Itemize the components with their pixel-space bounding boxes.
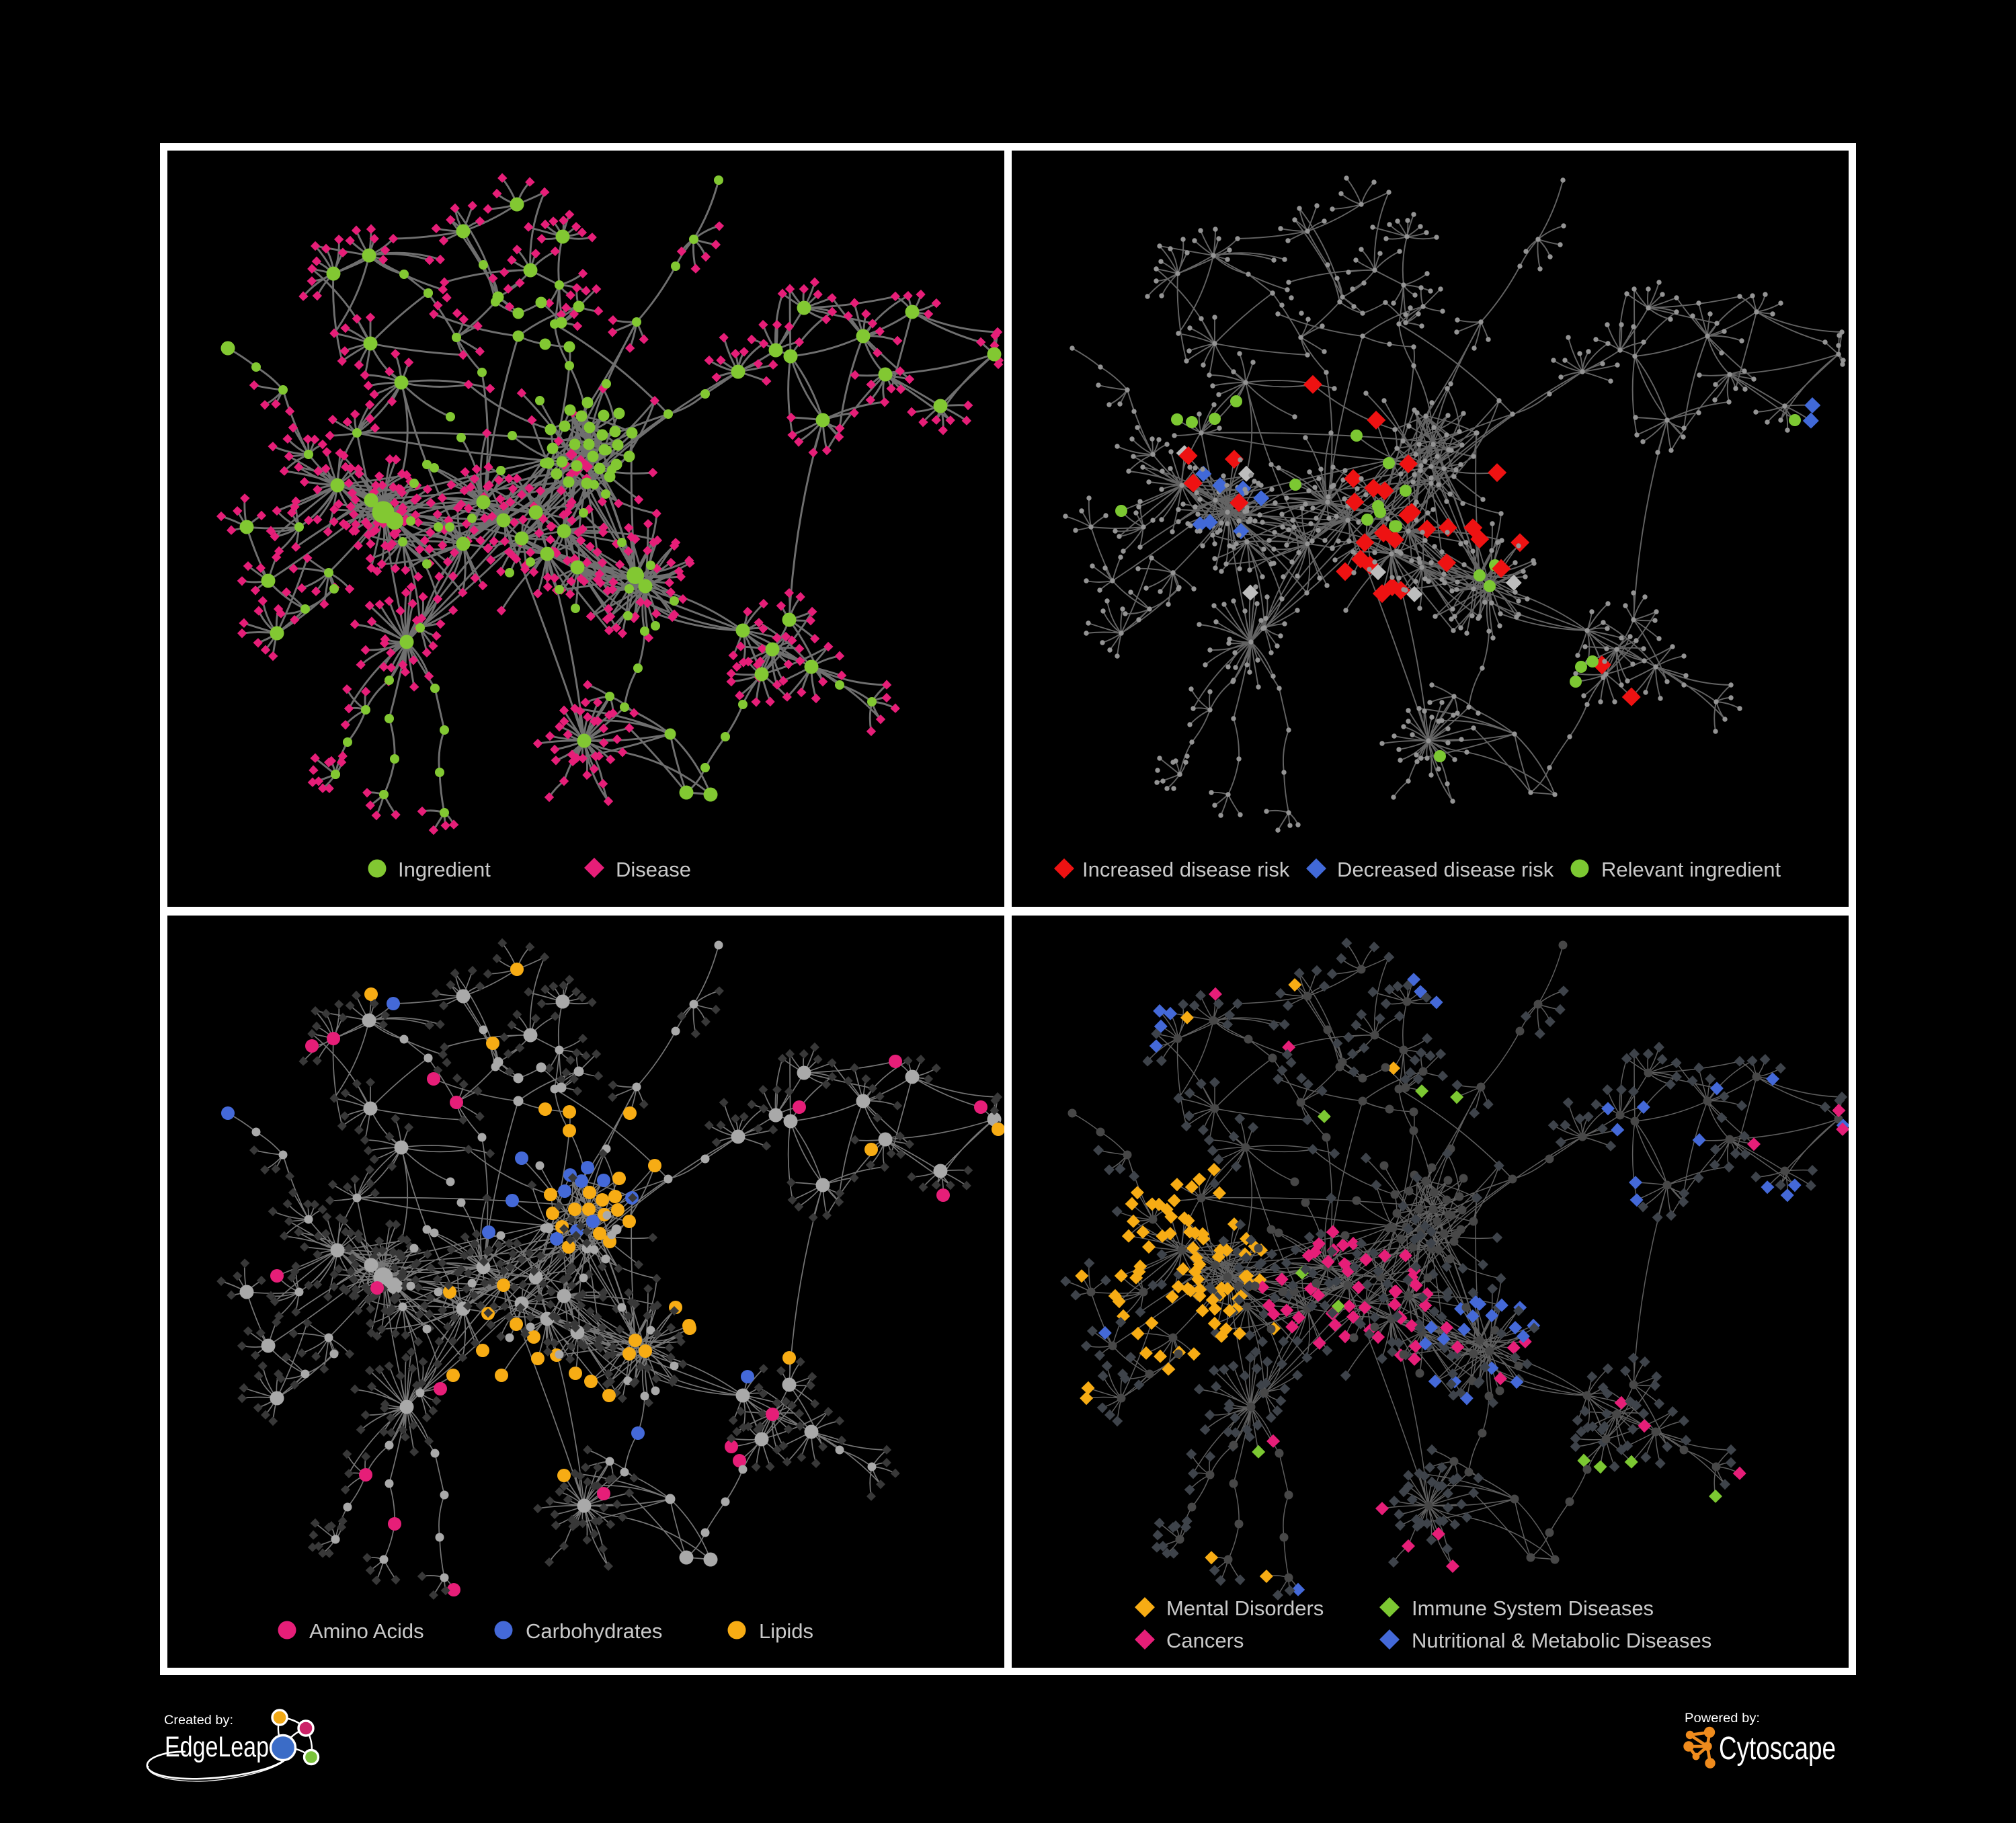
svg-text:Ingredient: Ingredient [398, 858, 491, 881]
svg-text:Increased disease risk: Increased disease risk [1082, 858, 1290, 881]
svg-text:Carbohydrates: Carbohydrates [526, 1619, 662, 1643]
svg-text:Nutritional & Metabolic Diseas: Nutritional & Metabolic Diseases [1412, 1629, 1711, 1652]
svg-text:Relevant ingredient: Relevant ingredient [1601, 858, 1781, 881]
svg-text:Cytoscape: Cytoscape [1719, 1731, 1836, 1767]
svg-text:Powered by:: Powered by: [1685, 1711, 1760, 1726]
svg-text:Amino Acids: Amino Acids [309, 1619, 424, 1643]
svg-text:EdgeLeap: EdgeLeap [165, 1731, 269, 1763]
svg-text:Cancers: Cancers [1166, 1629, 1244, 1652]
svg-text:Immune System Diseases: Immune System Diseases [1412, 1596, 1654, 1620]
svg-text:Lipids: Lipids [759, 1619, 813, 1643]
svg-text:Decreased disease risk: Decreased disease risk [1337, 858, 1554, 881]
svg-text:Mental Disorders: Mental Disorders [1166, 1596, 1324, 1620]
svg-text:Created by:: Created by: [164, 1713, 233, 1728]
svg-text:Disease: Disease [616, 858, 691, 881]
